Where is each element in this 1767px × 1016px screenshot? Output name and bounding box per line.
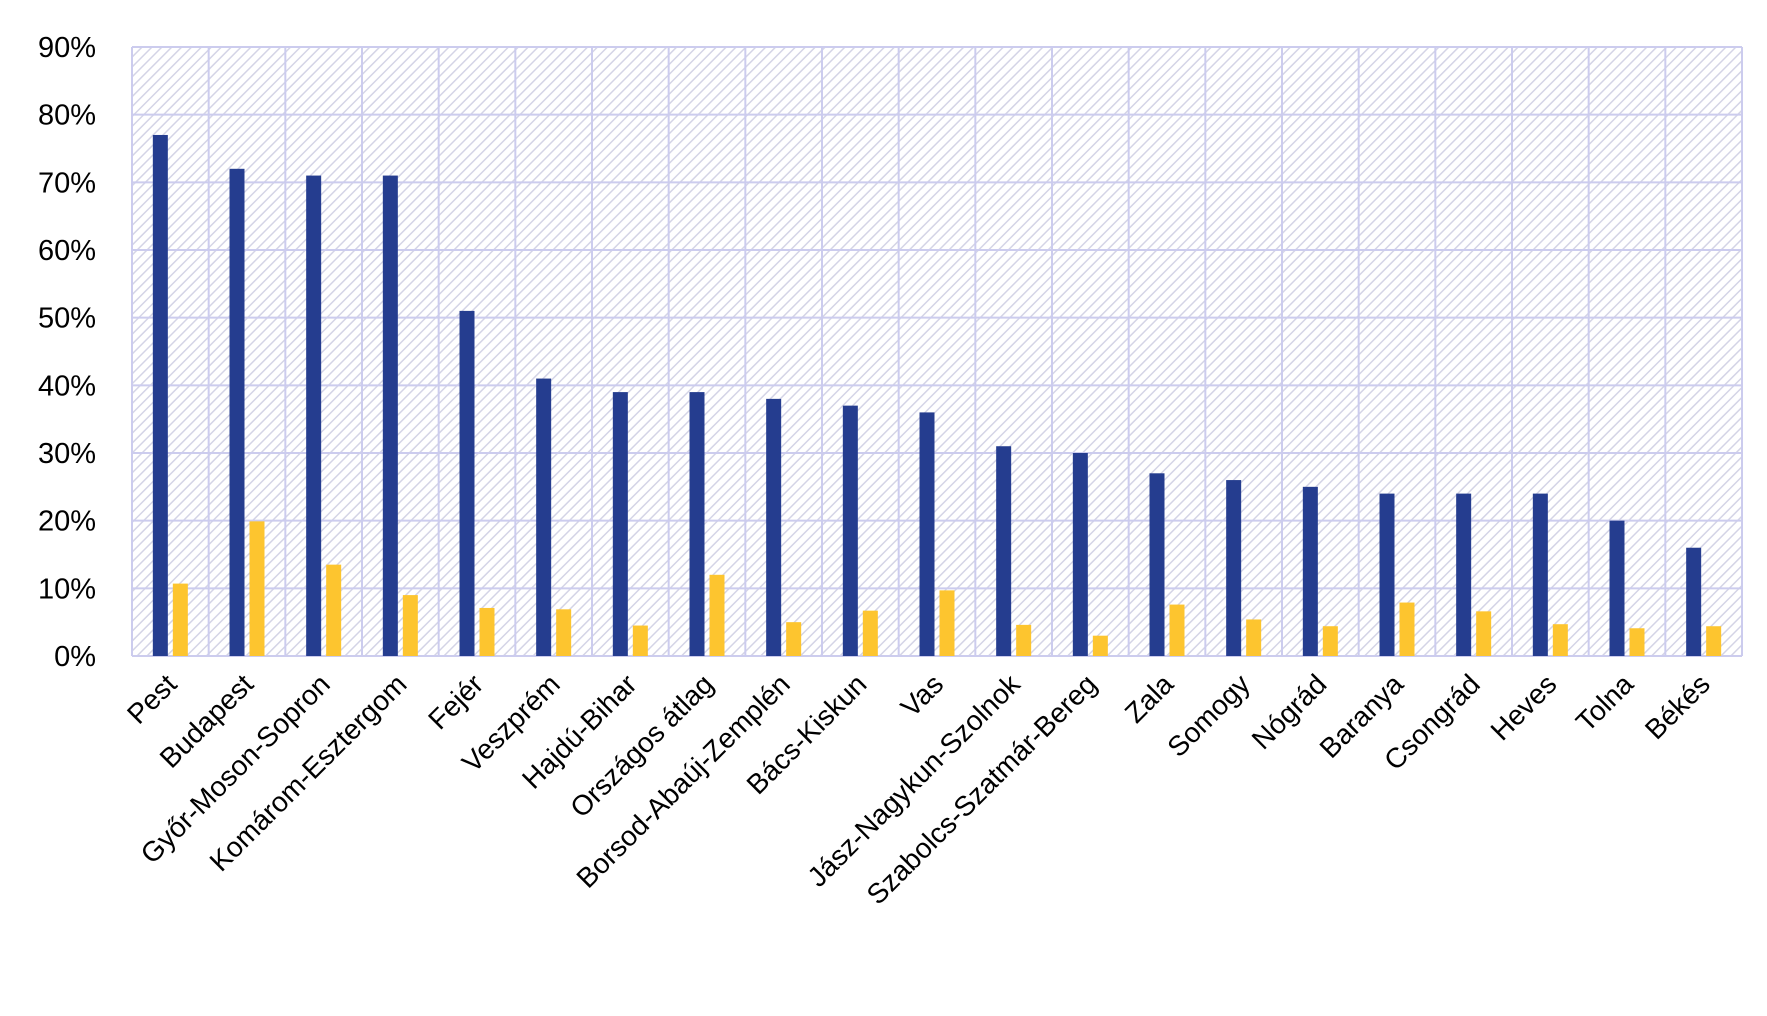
bar-series-1-7 (689, 392, 705, 656)
x-category-label: Somogy (1161, 668, 1256, 763)
x-category-label: Fejér (422, 668, 489, 735)
bar-series-1-4 (459, 310, 475, 656)
y-tick-label: 10% (38, 573, 96, 605)
x-category-label: Vas (895, 668, 950, 723)
y-tick-label: 40% (38, 370, 96, 402)
bar-series-2-4 (479, 607, 495, 656)
bar-series-2-1 (249, 521, 265, 656)
bar-series-1-6 (612, 392, 628, 656)
bar-series-2-16 (1399, 602, 1415, 656)
y-axis-tick-labels: 0% 10% 20% 30% 40% 50% 60% 70% 80% 90% (38, 32, 96, 673)
bar-series-1-19 (1609, 520, 1625, 656)
bar-series-1-11 (996, 446, 1012, 656)
bar-series-1-1 (229, 168, 245, 657)
bar-series-1-5 (536, 378, 552, 656)
bar-series-2-19 (1629, 628, 1645, 656)
bars (152, 134, 1722, 657)
bar-series-1-20 (1686, 547, 1702, 656)
bar-series-1-12 (1072, 453, 1088, 656)
bar-series-2-5 (556, 609, 572, 656)
bar-series-1-18 (1532, 493, 1548, 656)
bar-series-2-9 (862, 610, 878, 656)
bar-series-1-17 (1456, 493, 1472, 656)
bar-series-2-10 (939, 590, 955, 656)
y-tick-label: 20% (38, 506, 96, 538)
y-tick-label: 80% (38, 100, 96, 132)
bar-series-2-13 (1169, 604, 1185, 656)
bar-series-1-14 (1226, 480, 1242, 656)
bar-series-2-18 (1552, 624, 1568, 656)
x-category-label: Zala (1119, 668, 1180, 729)
y-tick-label: 50% (38, 303, 96, 335)
bar-series-1-15 (1302, 486, 1318, 656)
y-tick-label: 90% (38, 32, 96, 64)
bar-series-1-2 (306, 175, 322, 657)
bar-series-2-8 (786, 622, 802, 656)
bar-series-2-0 (172, 583, 188, 656)
y-tick-label: 60% (38, 235, 96, 267)
bar-series-2-7 (709, 574, 725, 656)
bar-series-1-0 (152, 134, 168, 656)
y-tick-label: 30% (38, 438, 96, 470)
bar-series-2-6 (632, 625, 648, 656)
bar-series-2-12 (1092, 635, 1108, 656)
plot-area-background (132, 47, 1742, 656)
bar-series-2-3 (402, 595, 418, 656)
x-category-label: Tolna (1570, 668, 1640, 738)
y-tick-label: 70% (38, 167, 96, 199)
x-category-label: Békés (1639, 668, 1716, 745)
bar-series-2-15 (1322, 626, 1338, 656)
bar-series-2-17 (1476, 611, 1492, 656)
bar-series-1-13 (1149, 473, 1165, 656)
bar-series-2-11 (1016, 624, 1032, 656)
bar-series-1-9 (842, 405, 858, 656)
y-tick-label: 0% (54, 641, 96, 673)
bar-series-1-8 (766, 398, 782, 656)
bar-series-1-3 (382, 175, 398, 657)
bar-series-1-10 (919, 412, 935, 656)
bar-series-2-2 (326, 564, 342, 656)
grid-lines (131, 46, 1743, 657)
bar-series-2-20 (1706, 626, 1722, 656)
bar-series-1-16 (1379, 493, 1395, 656)
x-axis-category-labels: PestBudapestGyőr-Moson-SopronKomárom-Esz… (121, 668, 1716, 911)
x-category-label: Pest (121, 668, 183, 730)
bar-series-2-14 (1246, 619, 1262, 656)
x-category-label: Heves (1485, 668, 1563, 746)
